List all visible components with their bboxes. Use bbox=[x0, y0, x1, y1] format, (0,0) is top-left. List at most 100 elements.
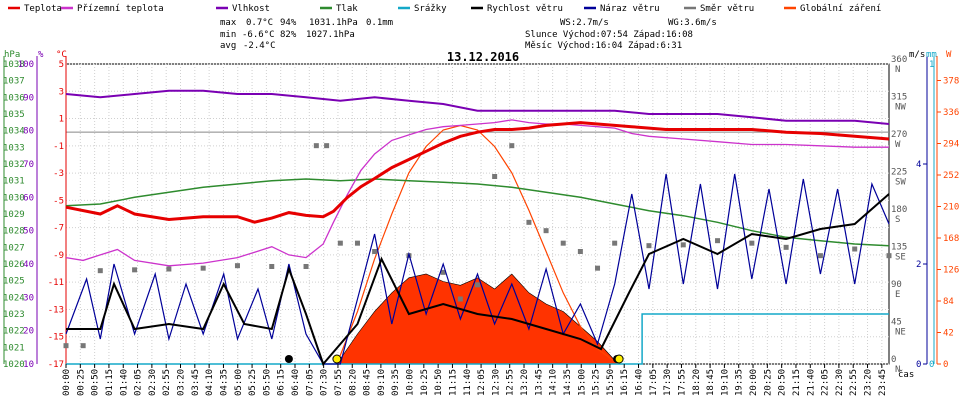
pressure-tick-1: 1021 bbox=[3, 343, 25, 353]
min-humidity: 82% bbox=[280, 30, 297, 40]
humidity-tick-8: 90 bbox=[23, 93, 34, 103]
direction-label-0: N bbox=[895, 365, 900, 375]
humidity-tick-5: 60 bbox=[23, 193, 34, 203]
radiation-tick-9: 378 bbox=[943, 77, 959, 87]
x-tick-52: 21:40 bbox=[806, 369, 816, 396]
temperature-tick-11: 5 bbox=[59, 60, 64, 70]
x-tick-53: 22:05 bbox=[821, 369, 831, 396]
plot-area bbox=[63, 89, 892, 366]
x-tick-56: 23:20 bbox=[864, 369, 874, 396]
max-pressure: 1031.1hPa bbox=[309, 18, 358, 28]
x-tick-21: 08:45 bbox=[363, 369, 373, 396]
humidity-tick-0: 10 bbox=[23, 360, 34, 370]
legend-label-1: Přízemní teplota bbox=[77, 4, 164, 14]
x-tick-18: 07:30 bbox=[320, 369, 330, 396]
direction-tick-6: 270 bbox=[891, 130, 907, 140]
wind-gust-line bbox=[65, 173, 890, 365]
x-tick-2: 00:50 bbox=[91, 369, 101, 396]
humidity-tick-9: 100 bbox=[18, 60, 34, 70]
rain-tick-1: 1 bbox=[929, 60, 934, 70]
wind-direction-point-15 bbox=[440, 269, 446, 275]
wind-direction-point-8 bbox=[303, 264, 309, 269]
wind-direction-point-16 bbox=[457, 296, 463, 302]
min-pressure: 1027.1hPa bbox=[306, 30, 355, 40]
wind-direction-point-31 bbox=[817, 253, 823, 259]
direction-label-5: SW bbox=[895, 178, 906, 188]
wind-unit: m/s bbox=[909, 50, 925, 60]
pressure-tick-15: 1035 bbox=[3, 110, 25, 120]
wind-direction-point-10 bbox=[324, 143, 330, 149]
wind-direction-point-9 bbox=[313, 143, 319, 149]
x-tick-19: 07:55 bbox=[334, 369, 344, 396]
temperature-tick-6: -5 bbox=[53, 196, 64, 206]
wind-direction-point-5 bbox=[200, 265, 206, 271]
pressure-line bbox=[65, 178, 890, 247]
pressure-tick-18: 1038 bbox=[3, 60, 25, 70]
x-tick-28: 11:40 bbox=[463, 369, 473, 396]
humidity-tick-4: 50 bbox=[23, 227, 34, 237]
wind-direction-point-1 bbox=[80, 343, 86, 349]
max-label: max bbox=[220, 18, 237, 28]
temperature-tick-9: 1 bbox=[59, 115, 64, 125]
radiation-tick-4: 168 bbox=[943, 234, 959, 244]
rain-tick-0: 0 bbox=[929, 360, 934, 370]
x-tick-12: 05:00 bbox=[234, 369, 244, 396]
x-tick-13: 05:25 bbox=[248, 369, 258, 396]
temperature-line bbox=[65, 121, 890, 224]
time-unit: čas bbox=[898, 369, 914, 380]
temperature-tick-1: -15 bbox=[48, 333, 64, 343]
wind-direction-point-11 bbox=[337, 240, 343, 246]
direction-label-7: NW bbox=[895, 103, 906, 113]
pressure-tick-8: 1028 bbox=[3, 227, 25, 237]
wind-direction-point-0 bbox=[63, 343, 69, 349]
wind-direction-point-33 bbox=[886, 253, 892, 259]
x-tick-0: 00:00 bbox=[62, 369, 72, 396]
legend: Teplota Přízemní teplota Vlhkost Tlak Srážky… bbox=[8, 4, 881, 14]
x-tick-26: 10:50 bbox=[434, 369, 444, 396]
wind-direction-point-6 bbox=[234, 263, 240, 269]
legend-label-6: Náraz větru bbox=[600, 4, 660, 14]
temperature-tick-5: -7 bbox=[53, 224, 64, 234]
temperature-tick-3: -11 bbox=[48, 278, 64, 288]
rain-unit: mm bbox=[926, 50, 937, 60]
x-tick-42: 17:30 bbox=[663, 369, 673, 396]
avg-temperature: -2.4°C bbox=[243, 41, 276, 51]
direction-tick-5: 225 bbox=[891, 168, 907, 178]
axes: hPa1020102110221023102410251026102710281… bbox=[3, 50, 959, 380]
wind-gust-summary: WG:3.6m/s bbox=[668, 18, 717, 28]
humidity-unit: % bbox=[38, 50, 44, 60]
humidity-tick-2: 30 bbox=[23, 293, 34, 303]
x-tick-20: 08:20 bbox=[348, 369, 358, 396]
x-tick-54: 22:30 bbox=[835, 369, 845, 396]
x-tick-33: 13:45 bbox=[534, 369, 544, 396]
x-tick-38: 15:50 bbox=[606, 369, 616, 396]
wind-direction-point-17 bbox=[475, 282, 480, 288]
direction-tick-4: 180 bbox=[891, 205, 907, 215]
x-tick-37: 15:25 bbox=[592, 369, 602, 396]
legend-label-3: Tlak bbox=[336, 4, 358, 14]
direction-label-6: W bbox=[895, 140, 901, 150]
max-temperature: 0.7°C bbox=[246, 18, 273, 28]
x-tick-25: 10:25 bbox=[420, 369, 430, 396]
temperature-tick-10: 3 bbox=[59, 87, 64, 97]
temperature-tick-0: -17 bbox=[48, 360, 64, 370]
pressure-tick-7: 1027 bbox=[3, 243, 25, 253]
avg-label: avg bbox=[220, 41, 236, 51]
temperature-tick-2: -13 bbox=[48, 305, 64, 315]
pressure-tick-2: 1022 bbox=[3, 327, 25, 337]
x-tick-35: 14:35 bbox=[563, 369, 573, 396]
humidity-tick-7: 80 bbox=[23, 127, 34, 137]
x-tick-49: 20:25 bbox=[763, 369, 773, 396]
wind-direction-point-28 bbox=[715, 238, 721, 244]
wind-direction-point-19 bbox=[509, 143, 515, 149]
ground-temperature-line bbox=[65, 119, 889, 267]
x-tick-22: 09:10 bbox=[377, 369, 387, 396]
wind-tick-1: 2 bbox=[916, 260, 921, 270]
min-label: min bbox=[220, 30, 236, 40]
temperature-tick-8: -1 bbox=[53, 142, 64, 152]
humidity-tick-6: 70 bbox=[23, 160, 34, 170]
x-tick-57: 23:45 bbox=[878, 369, 888, 396]
wind-direction-point-22 bbox=[560, 240, 566, 246]
x-tick-23: 09:35 bbox=[391, 369, 401, 396]
